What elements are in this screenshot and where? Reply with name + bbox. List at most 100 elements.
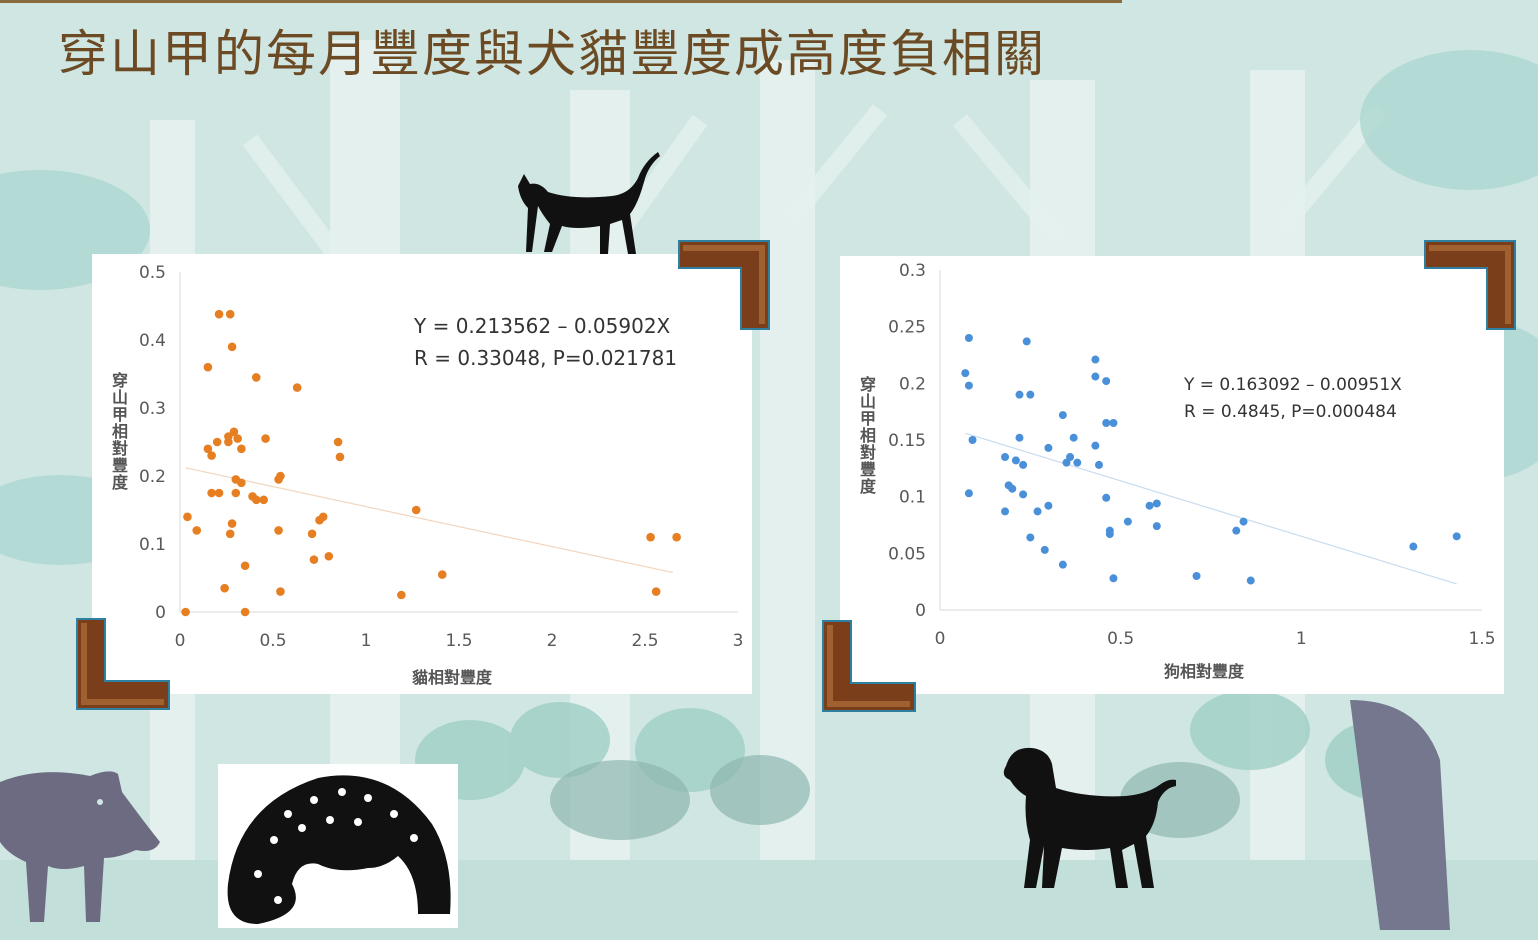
dog-data-point (1008, 484, 1017, 493)
cat-xtick-label: 1 (361, 631, 372, 651)
cat-data-point (672, 532, 681, 542)
dog-data-point (1022, 337, 1031, 346)
dog-data-point (1109, 419, 1118, 427)
dog-data-point (1058, 560, 1067, 569)
cat-data-point (240, 607, 250, 617)
cat-trendline (185, 467, 674, 574)
cat-data-point (309, 555, 319, 564)
cat-data-point (335, 452, 345, 462)
dog-chart-plot: 0 0.05 0.1 0.15 0.2 0.25 0.3 0 0.5 1 1.5 (888, 261, 1495, 649)
cat-xtick-label: 2.5 (631, 631, 658, 651)
dog-data-point (964, 334, 973, 342)
cat-data-point (207, 451, 216, 460)
dog-data-point (964, 381, 973, 390)
dog-ytick-label: 0 (915, 601, 926, 621)
cat-chart-xlabel: 貓相對豐度 (412, 668, 493, 687)
cat-data-point (237, 444, 246, 454)
dog-data-point (1015, 390, 1024, 399)
cat-regression-equation: Y = 0.213562 – 0.05902X (414, 314, 671, 338)
dog-regression-stats: R = 0.4845, P=0.000484 (1184, 402, 1397, 423)
cat-data-point (237, 478, 246, 488)
dog-data-point (1102, 419, 1111, 427)
cat-data-point (183, 512, 192, 522)
dog-ytick-label: 0.15 (888, 431, 926, 451)
cat-data-point (214, 488, 224, 498)
cat-data-point (437, 570, 447, 579)
cat-xtick-label: 0 (175, 631, 186, 651)
cat-xtick-label: 3 (733, 631, 744, 651)
dog-data-point (1069, 433, 1078, 442)
cat-xtick-label: 1.5 (445, 631, 472, 651)
dog-data-point (1026, 390, 1035, 399)
dog-data-point (1062, 458, 1071, 467)
cat-data-point (212, 437, 222, 447)
cat-data-point (259, 495, 268, 505)
dog-data-point (1409, 542, 1418, 551)
dog-data-point (1452, 532, 1461, 541)
pangolin-image-icon (218, 764, 458, 928)
cat-data-point (274, 475, 283, 484)
cat-ytick-label: 0.5 (139, 263, 166, 283)
cat-data-point (181, 607, 190, 617)
cat-data-point (411, 505, 421, 515)
cat-data-point (651, 587, 661, 596)
dog-xtick-label: 1 (1296, 629, 1307, 649)
slide-title: 穿山甲的每月豐度與犬貓豐度成高度負相關 (58, 25, 1046, 83)
cat-data-point (233, 434, 242, 443)
title-rule (0, 0, 1122, 3)
dog-data-point (1109, 574, 1118, 583)
dog-data-point (1044, 443, 1053, 452)
dog-silhouette-icon (1003, 747, 1176, 888)
dog-ytick-label: 0.25 (888, 318, 926, 338)
dog-data-point (1105, 530, 1114, 539)
cat-regression-stats: R = 0.33048, P=0.021781 (414, 346, 678, 370)
cat-data-point (397, 590, 406, 600)
dog-data-point (1145, 501, 1154, 510)
cat-data-point (240, 561, 250, 571)
cat-data-point (318, 512, 328, 522)
cat-data-point (225, 529, 235, 539)
dog-data-point (1094, 460, 1103, 469)
dog-data-point (1091, 372, 1100, 381)
cat-silhouette-icon (518, 152, 660, 254)
cat-data-point (192, 526, 202, 535)
cat-ytick-label: 0.1 (139, 535, 166, 555)
dog-data-point (1152, 522, 1161, 531)
cat-data-point (307, 529, 317, 539)
dog-ytick-label: 0.3 (899, 261, 926, 281)
cat-data-point (274, 526, 283, 535)
cat-data-point (224, 437, 233, 447)
dog-data-point (1066, 453, 1075, 461)
cat-chart-ylabel: 穿山甲相對豐度 (109, 372, 128, 491)
dog-data-point (1040, 545, 1049, 554)
dog-chart-xlabel: 狗相對豐度 (1164, 662, 1245, 681)
dog-data-point (961, 369, 970, 378)
dog-data-point (1019, 460, 1028, 469)
cat-data-point (276, 587, 285, 596)
cat-data-point (207, 488, 216, 498)
frame-corner-top-right-2 (1424, 240, 1516, 330)
cat-data-point (324, 551, 334, 561)
dog-data-point (1192, 572, 1201, 580)
dog-data-point (1102, 377, 1111, 386)
dog-data-point (1001, 453, 1010, 461)
dog-data-point (1123, 517, 1132, 526)
dog-data-point (964, 489, 973, 498)
frame-corner-bottom-left-2 (822, 620, 916, 712)
cat-ytick-label: 0 (155, 603, 166, 623)
dog-data-point (1058, 411, 1067, 420)
dog-data-point (1102, 493, 1111, 502)
dog-data-point (1239, 517, 1248, 526)
cat-xtick-label: 0.5 (259, 631, 286, 651)
cat-ytick-label: 0.4 (139, 331, 166, 351)
dog-data-point (968, 436, 977, 444)
dog-data-point (1011, 456, 1020, 465)
cat-data-point (225, 309, 235, 319)
cat-regression-text: Y = 0.213562 – 0.05902X R = 0.33048, P=0… (414, 310, 677, 374)
boar-silhouette-icon (0, 771, 160, 922)
cat-ytick-label: 0.2 (139, 467, 166, 487)
cat-data-point (251, 373, 261, 382)
dog-data-point (1091, 355, 1100, 364)
dog-scatter-chart: 0 0.05 0.1 0.15 0.2 0.25 0.3 0 0.5 1 1.5 穿山甲相對豐度 狗… (840, 256, 1504, 694)
cat-data-point (646, 532, 655, 542)
